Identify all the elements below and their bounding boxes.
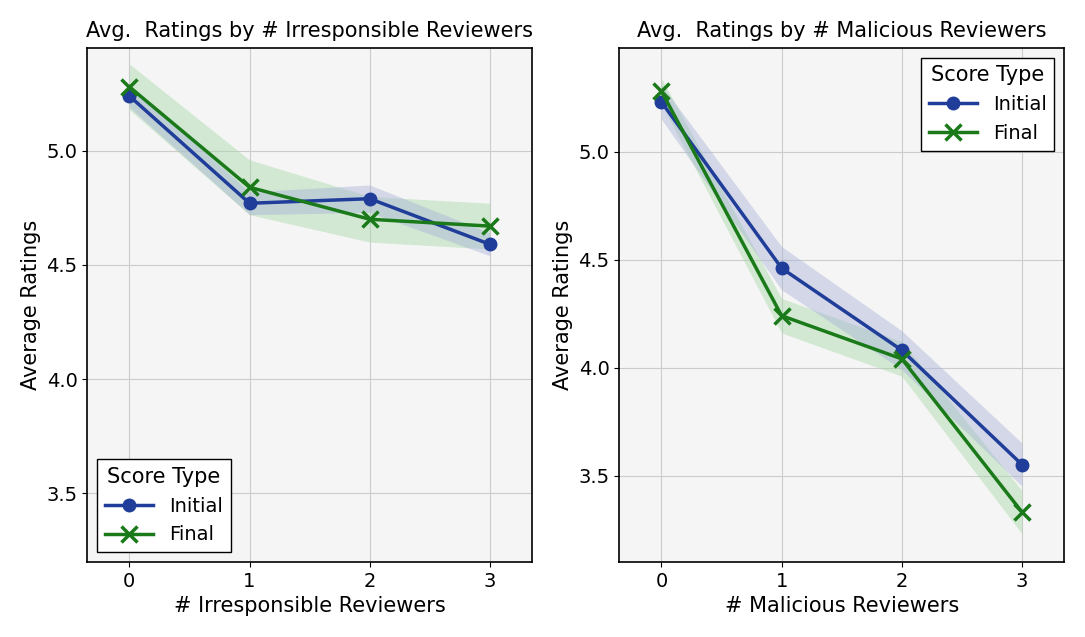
Legend: Initial, Final: Initial, Final bbox=[97, 459, 230, 552]
X-axis label: # Irresponsible Reviewers: # Irresponsible Reviewers bbox=[174, 596, 446, 616]
Final bbox=[123, 83, 136, 90]
Final bbox=[895, 355, 908, 362]
Line: Initial: Initial bbox=[123, 90, 496, 250]
Final bbox=[484, 222, 497, 230]
X-axis label: # Malicious Reviewers: # Malicious Reviewers bbox=[725, 596, 959, 616]
Title: Avg.  Ratings by # Malicious Reviewers: Avg. Ratings by # Malicious Reviewers bbox=[637, 21, 1047, 41]
Final bbox=[775, 312, 788, 320]
Initial bbox=[363, 195, 376, 203]
Y-axis label: Average Ratings: Average Ratings bbox=[21, 220, 41, 390]
Initial bbox=[895, 347, 908, 354]
Line: Final: Final bbox=[122, 79, 498, 234]
Line: Initial: Initial bbox=[655, 96, 1029, 471]
Legend: Initial, Final: Initial, Final bbox=[921, 58, 1055, 151]
Y-axis label: Average Ratings: Average Ratings bbox=[553, 220, 573, 390]
Final bbox=[655, 87, 668, 95]
Initial bbox=[655, 98, 668, 106]
Title: Avg.  Ratings by # Irresponsible Reviewers: Avg. Ratings by # Irresponsible Reviewer… bbox=[86, 21, 533, 41]
Initial bbox=[484, 241, 497, 248]
Final bbox=[243, 183, 256, 191]
Initial bbox=[1016, 461, 1029, 469]
Final bbox=[363, 215, 376, 223]
Initial bbox=[775, 264, 788, 272]
Line: Final: Final bbox=[654, 83, 1030, 520]
Final bbox=[1016, 508, 1029, 516]
Initial bbox=[123, 92, 136, 100]
Initial bbox=[243, 199, 256, 207]
